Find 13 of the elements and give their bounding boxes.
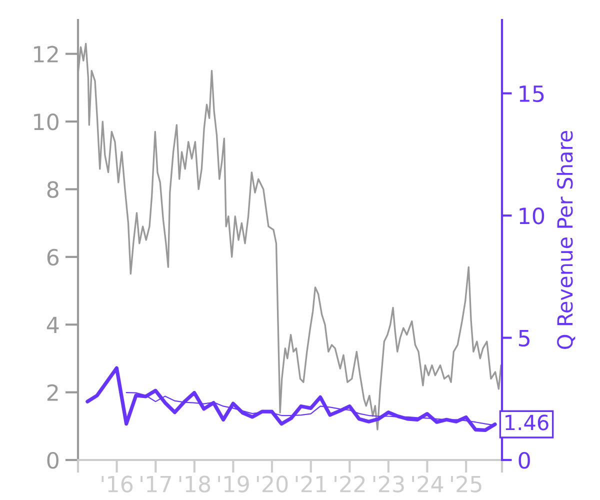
y2-axis-title: Q Revenue Per Share <box>556 130 576 349</box>
y-tick-label: 10 <box>34 113 58 130</box>
y-tick-label: 8 <box>47 181 58 198</box>
y2-tick-label: 0 <box>518 452 530 469</box>
y-tick-label: 4 <box>46 316 59 334</box>
y2-tick-label: 10 <box>520 208 544 224</box>
data-label: 1.46 <box>506 414 548 430</box>
y-tick-label: 0 <box>47 452 58 469</box>
y2-tick-label: 5 <box>518 330 530 347</box>
y-tick-label: 12 <box>34 46 58 62</box>
y2-tick-label: 15 <box>520 86 544 102</box>
y-tick-label: 2 <box>47 384 58 401</box>
y-tick-label: 6 <box>47 248 59 266</box>
